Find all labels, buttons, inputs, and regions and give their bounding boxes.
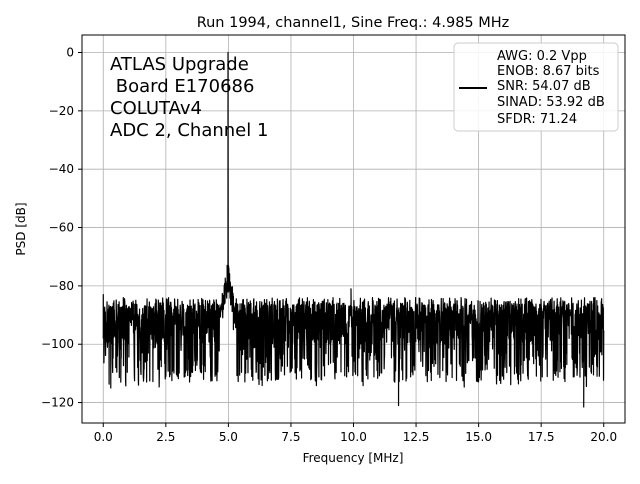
y-tick-label: −40 xyxy=(49,162,74,176)
y-tick-label: 0 xyxy=(66,46,74,60)
annotation-line: Board E170686 xyxy=(110,76,254,97)
annotation-line: ADC 2, Channel 1 xyxy=(110,120,268,141)
x-tick-label: 7.5 xyxy=(281,430,300,444)
legend-line: SINAD: 53.92 dB xyxy=(497,95,605,110)
legend-box xyxy=(453,42,619,132)
x-tick-label: 2.5 xyxy=(156,430,175,444)
x-tick-label: 12.5 xyxy=(403,430,430,444)
y-tick-label: −20 xyxy=(49,104,74,118)
legend-line: SFDR: 71.24 xyxy=(497,112,577,127)
x-tick-label: 15.0 xyxy=(465,430,492,444)
x-tick-label: 5.0 xyxy=(219,430,238,444)
annotation-line: COLUTAv4 xyxy=(110,98,202,119)
y-tick-label: −80 xyxy=(49,279,74,293)
x-tick-label: 0.0 xyxy=(94,430,113,444)
x-tick-label: 10.0 xyxy=(340,430,367,444)
annotation-block: ATLAS Upgrade Board E170686 COLUTAv4 ADC… xyxy=(110,54,268,141)
legend-line: SNR: 54.07 dB xyxy=(497,79,591,94)
series-layer xyxy=(102,51,605,408)
legend: AWG: 0.2 Vpp ENOB: 8.67 bits SNR: 54.07 … xyxy=(453,42,619,132)
legend-line: ENOB: 8.67 bits xyxy=(497,64,600,79)
x-tick-label: 20.0 xyxy=(590,430,617,444)
chart-title: Run 1994, channel1, Sine Freq.: 4.985 MH… xyxy=(197,15,510,31)
psd-series-line xyxy=(102,51,605,408)
x-axis-ticks: 0.0 2.5 5.0 7.5 10.0 12.5 15.0 17.5 20.0 xyxy=(94,423,617,444)
y-tick-label: −60 xyxy=(49,221,74,235)
x-axis-label: Frequency [MHz] xyxy=(303,451,404,465)
y-axis-ticks: 0 −20 −40 −60 −80 −100 −120 xyxy=(41,46,82,410)
y-tick-label: −120 xyxy=(41,396,74,410)
x-tick-label: 17.5 xyxy=(528,430,555,444)
legend-line: AWG: 0.2 Vpp xyxy=(497,49,587,64)
y-tick-label: −100 xyxy=(41,337,74,351)
annotation-line: ATLAS Upgrade xyxy=(110,54,249,75)
y-axis-label: PSD [dB] xyxy=(14,202,28,255)
